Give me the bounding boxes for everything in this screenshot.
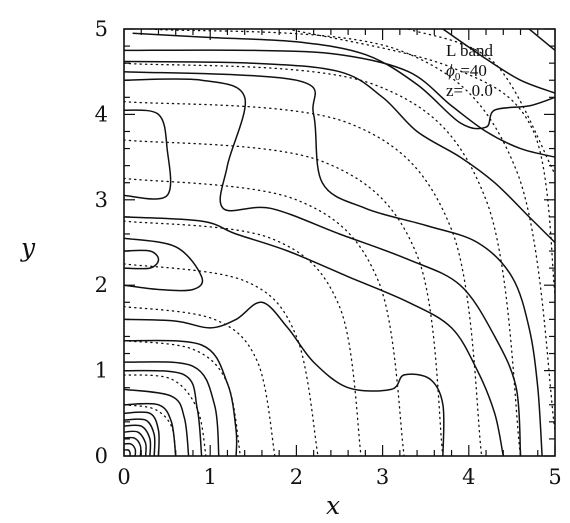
solid-contour-line	[124, 49, 555, 158]
annotation-phi-subscript: 0	[455, 71, 461, 83]
annotation-phi: ϕ0=40	[446, 61, 487, 83]
x-tick-label: 3	[376, 465, 389, 489]
tick-layer	[123, 28, 556, 457]
annotation-box: L band ϕ0=40 z= 0.0	[446, 41, 494, 100]
plot-frame	[123, 28, 556, 457]
solid-contour-line	[124, 442, 137, 456]
y-tick-label: 1	[95, 359, 108, 383]
solid-contour-line	[124, 216, 505, 456]
solid-contour-line	[132, 32, 555, 130]
y-tick-label: 0	[95, 444, 108, 468]
annotation-phi-symbol: ϕ	[446, 61, 455, 80]
x-tick-label: 5	[548, 465, 561, 489]
annotation-band: L band	[446, 41, 494, 60]
annotation-z: z= 0.0	[446, 81, 493, 100]
solid-contour-line	[124, 402, 177, 456]
solid-contour-line	[124, 60, 555, 244]
solid-contour-line	[124, 388, 190, 456]
solid-contour-line	[124, 78, 522, 456]
dotted-contour-line	[149, 29, 555, 432]
x-tick-label: 2	[290, 465, 303, 489]
solid-contour-line	[124, 424, 152, 456]
y-axis-label: y	[20, 233, 36, 262]
solid-contour-line	[124, 339, 238, 456]
y-tick-label: 2	[95, 273, 108, 297]
solid-contour-layer	[124, 29, 555, 456]
x-tick-label: 1	[204, 465, 217, 489]
solid-contour-line	[124, 237, 204, 292]
y-tick-labels: 0 1 2 3 4 5	[95, 17, 108, 468]
solid-contour-line	[124, 436, 142, 456]
dotted-contour-line	[124, 374, 207, 456]
y-tick-label: 5	[95, 17, 108, 41]
solid-contour-line	[124, 70, 543, 456]
annotation-phi-value: =40	[460, 61, 487, 80]
solid-contour-line	[124, 449, 131, 456]
dotted-contour-line	[124, 139, 444, 456]
solid-contour-line	[124, 369, 203, 456]
dotted-contour-line	[124, 340, 242, 456]
x-tick-label: 4	[462, 465, 475, 489]
dotted-contour-line	[124, 220, 362, 456]
dotted-contour-layer	[124, 29, 555, 456]
solid-contour-line	[124, 418, 156, 456]
x-axis-label: x	[326, 491, 340, 520]
dotted-contour-line	[124, 100, 483, 456]
y-tick-label: 3	[95, 188, 108, 212]
y-tick-label: 4	[95, 102, 108, 126]
solid-contour-line	[124, 411, 160, 456]
solid-contour-line	[124, 249, 160, 270]
dotted-contour-line	[124, 177, 405, 456]
solid-contour-line	[124, 430, 147, 456]
dotted-contour-line	[124, 305, 276, 456]
solid-contour-line	[528, 29, 555, 51]
x-tick-label: 0	[117, 465, 130, 489]
solid-contour-line	[124, 109, 172, 200]
solid-contour-line	[442, 29, 555, 94]
x-tick-labels: 0 1 2 3 4 5	[117, 465, 561, 489]
dotted-contour-line	[124, 62, 522, 456]
dotted-contour-line	[124, 263, 319, 456]
solid-contour-line	[124, 301, 445, 456]
solid-contour-line	[124, 361, 220, 456]
